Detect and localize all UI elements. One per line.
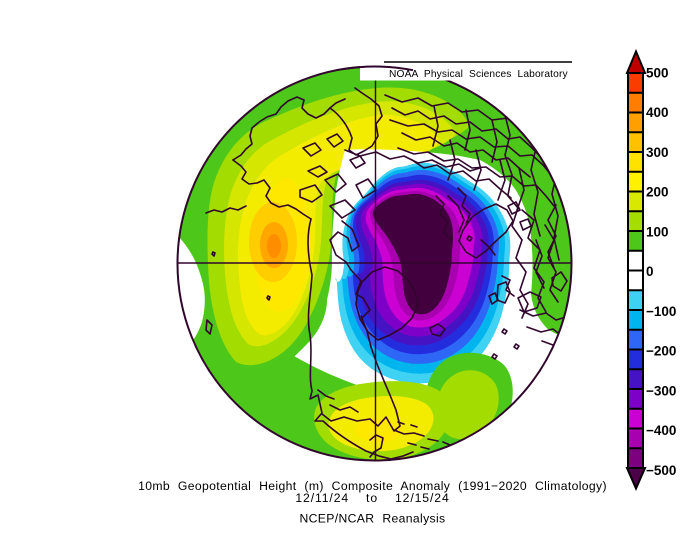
svg-text:100: 100	[646, 225, 669, 240]
svg-text:400: 400	[646, 105, 669, 120]
svg-text:NCEP/NCAR Reanalysis: NCEP/NCAR Reanalysis	[300, 512, 446, 526]
svg-text:NOAA Physical Sciences Laborat: NOAA Physical Sciences Laboratory	[389, 69, 568, 80]
svg-text:300: 300	[646, 145, 669, 160]
svg-text:−500: −500	[646, 463, 676, 478]
svg-text:12/11/24 to 12/15/24: 12/11/24 to 12/15/24	[295, 491, 449, 505]
svg-text:200: 200	[646, 185, 669, 200]
svg-text:−100: −100	[646, 304, 676, 319]
svg-text:10mb Geopotential Height (m) C: 10mb Geopotential Height (m) Composite A…	[138, 479, 607, 493]
svg-text:500: 500	[646, 66, 669, 81]
svg-text:−200: −200	[646, 344, 676, 359]
svg-text:0: 0	[646, 264, 654, 279]
svg-text:−300: −300	[646, 384, 676, 399]
svg-text:−400: −400	[646, 423, 676, 438]
